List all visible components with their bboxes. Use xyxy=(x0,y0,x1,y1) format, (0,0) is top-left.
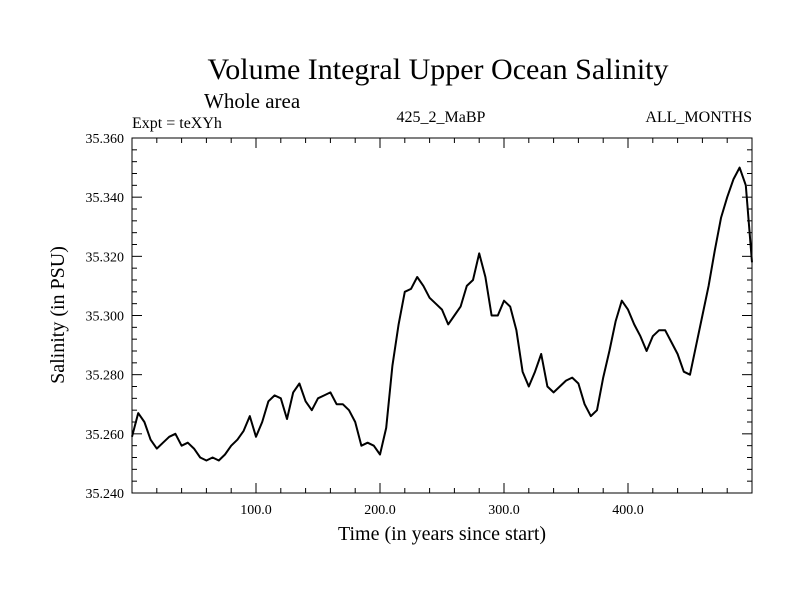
plot-frame xyxy=(131,137,753,494)
period-label: ALL_MONTHS xyxy=(645,109,752,126)
y-tick-label: 35.300 xyxy=(86,310,125,325)
y-tick-label: 35.320 xyxy=(86,250,125,265)
y-tick-label: 35.280 xyxy=(86,369,125,384)
x-tick-label: 100.0 xyxy=(240,503,272,518)
chart-subtitle: Whole area xyxy=(204,89,301,113)
y-tick-label: 35.260 xyxy=(86,428,125,443)
y-tick-label: 35.240 xyxy=(86,487,125,502)
chart-title: Volume Integral Upper Ocean Salinity xyxy=(208,53,669,86)
y-axis-label: Salinity (in PSU) xyxy=(47,246,69,384)
y-axis-tick-labels: 35.240 35.260 35.280 35.300 35.320 35.340 35.3… xyxy=(86,132,125,502)
y-tick-label: 35.340 xyxy=(86,191,125,206)
x-tick-label: 200.0 xyxy=(364,503,396,518)
x-tick-label: 300.0 xyxy=(488,503,520,518)
y-axis-ticks xyxy=(132,137,752,494)
salinity-series-line xyxy=(131,166,753,462)
y-tick-label: 35.360 xyxy=(86,132,125,147)
x-tick-label: 400.0 xyxy=(612,503,644,518)
x-axis-label: Time (in years since start) xyxy=(338,523,546,545)
x-axis-tick-labels: 100.0 200.0 300.0 400.0 xyxy=(240,503,644,518)
x-axis-ticks xyxy=(156,138,728,493)
run-label: 425_2_MaBP xyxy=(397,109,486,126)
experiment-label: Expt = teXYh xyxy=(132,115,222,132)
